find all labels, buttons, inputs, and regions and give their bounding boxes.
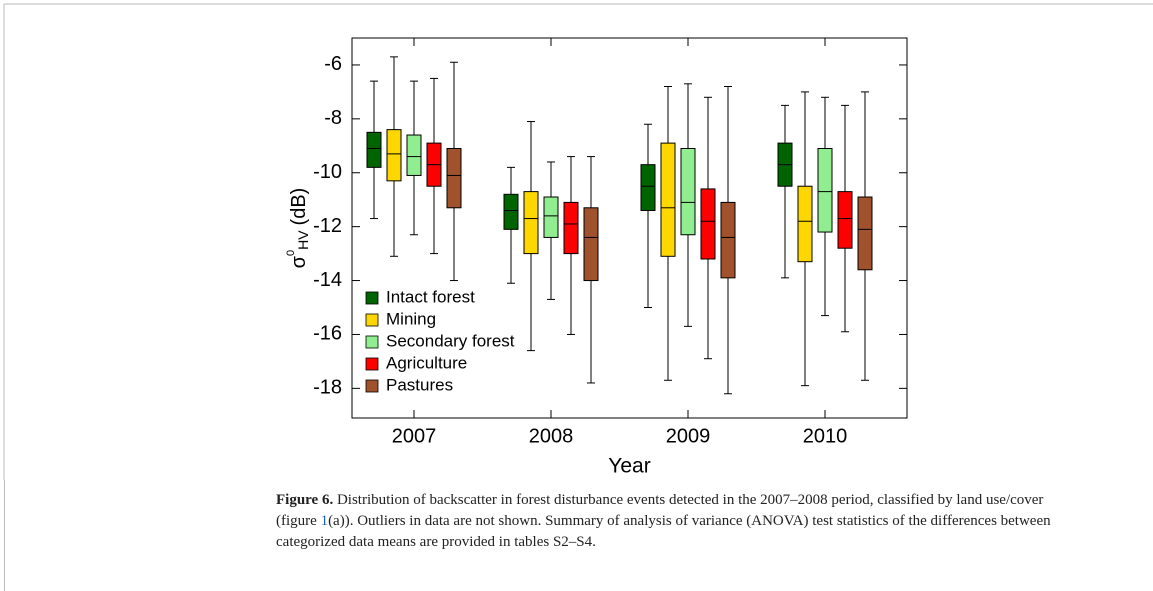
box (680, 147, 696, 236)
box (406, 134, 422, 176)
box (523, 191, 539, 255)
box (503, 193, 519, 230)
y-tick-label: -16 (313, 323, 342, 345)
box (837, 191, 853, 249)
box (563, 201, 579, 255)
x-tick-label: 2008 (529, 425, 574, 447)
box (583, 207, 599, 282)
y-tick-label: -8 (324, 107, 342, 129)
caption-line: Figure 6. Distribution of backscatter in… (276, 490, 1051, 511)
legend-swatch (365, 357, 379, 371)
y-label-sub: HV (295, 230, 311, 250)
y-label-sup: 0 (285, 250, 297, 256)
caption-text: (figure (276, 513, 321, 529)
caption-label: Figure 6. (276, 492, 334, 508)
caption-text: Distribution of backscatter in forest di… (336, 492, 1044, 508)
legend-label: Pastures (386, 375, 453, 394)
y-tick-label: -10 (313, 161, 342, 183)
y-tick-label: -12 (313, 215, 342, 237)
box (817, 147, 833, 233)
caption: Figure 6. Distribution of backscatter in… (276, 490, 1051, 553)
y-label-symbol: σ (288, 255, 310, 268)
box (366, 131, 382, 168)
box (640, 164, 656, 211)
box (857, 196, 873, 271)
legend-swatch (365, 313, 379, 327)
legend-label: Agriculture (386, 353, 467, 372)
caption-text: (a)). Outliers in data are not shown. Su… (328, 513, 1051, 529)
y-tick-label: -14 (313, 269, 342, 291)
y-axis-label: σ0HV (dB) (285, 188, 311, 269)
figure-link[interactable]: 1 (320, 513, 329, 529)
box (700, 188, 716, 260)
legend-label: Secondary forest (386, 331, 515, 350)
x-axis-label: Year (608, 455, 650, 478)
frame-left-lower (4, 480, 5, 591)
plot-frame (351, 37, 908, 419)
legend-swatch (365, 379, 379, 393)
box (720, 201, 736, 279)
box (446, 147, 462, 209)
box (660, 142, 676, 257)
legend-swatch (365, 335, 379, 349)
caption-line: (figure 1(a)). Outliers in data are not … (276, 511, 1051, 532)
caption-text: categorized data means are provided in t… (276, 534, 596, 550)
x-tick-label: 2009 (666, 425, 711, 447)
legend-swatch (365, 291, 379, 305)
box (386, 129, 402, 182)
box (543, 196, 559, 238)
legend-label: Mining (386, 309, 436, 328)
caption-line: categorized data means are provided in t… (276, 532, 1051, 553)
legend-label: Intact forest (386, 287, 475, 306)
x-tick-label: 2010 (803, 425, 848, 447)
y-tick-label: -6 (324, 53, 342, 75)
x-tick-label: 2007 (392, 425, 437, 447)
box (797, 185, 813, 263)
y-tick-label: -18 (313, 377, 342, 399)
chart: -6 -8 -10 -12 -14 -16 -18 2007 2008 2009 2010 Year σ… (3, 3, 1153, 480)
y-label-unit: (dB) (288, 188, 310, 226)
